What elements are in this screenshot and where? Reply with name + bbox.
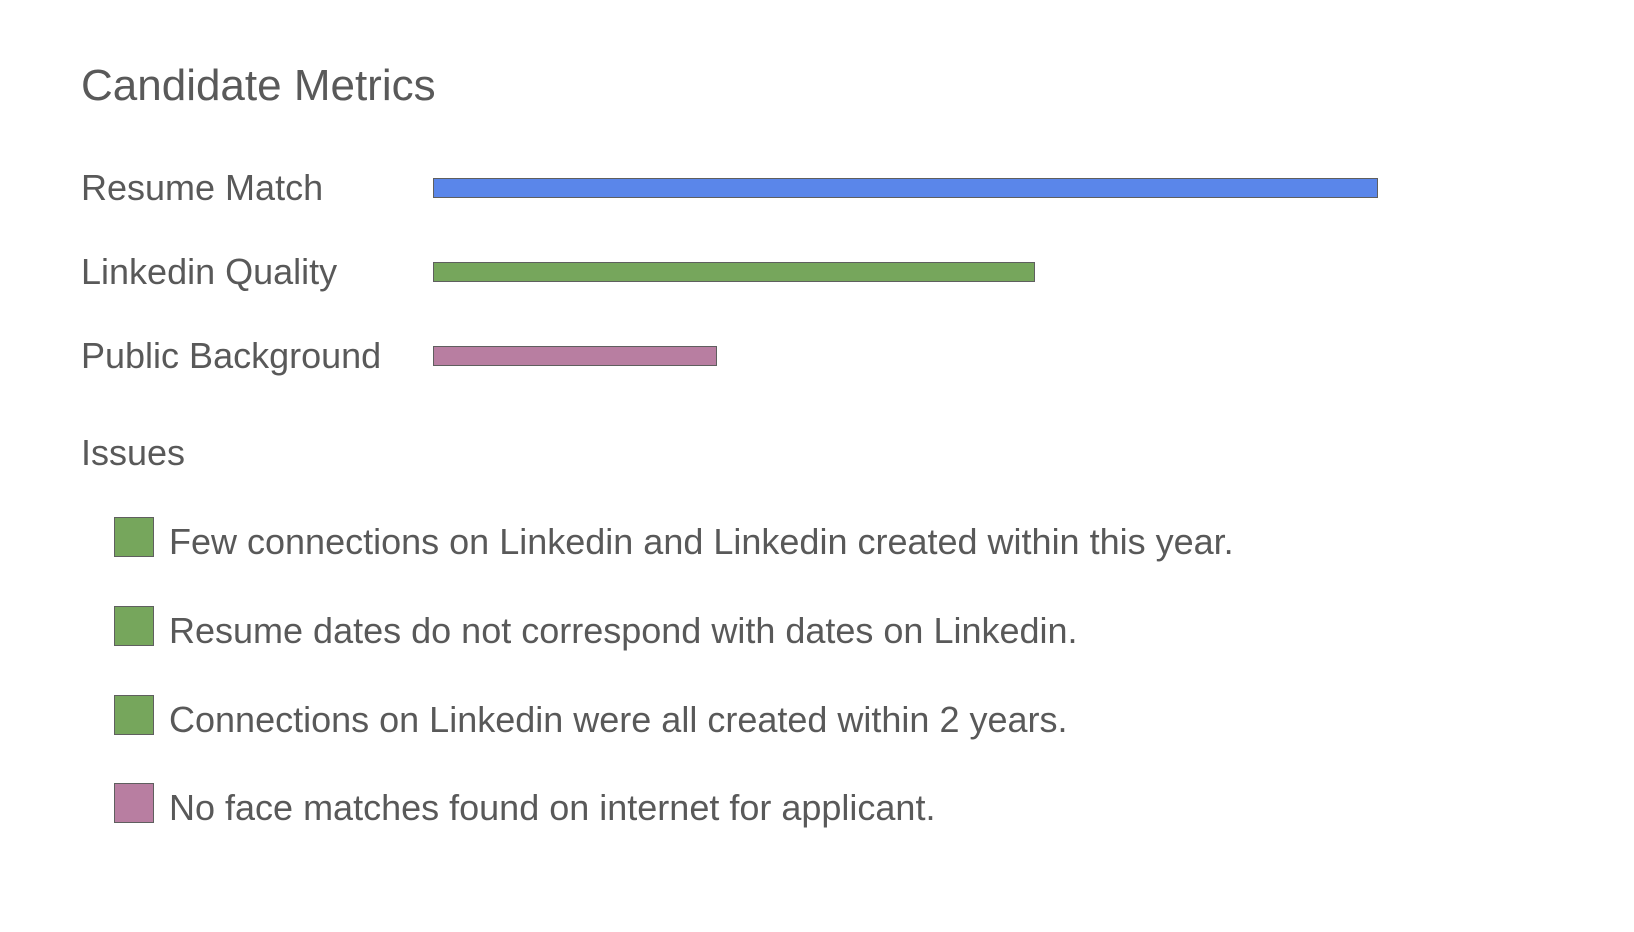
metric-track [433,346,1428,368]
metric-row: Resume Match [0,168,1634,208]
issues-heading: Issues [81,432,186,473]
metric-label: Public Background [81,335,382,376]
metric-bar [433,346,717,366]
issue-text: Connections on Linkedin were all created… [169,699,1068,740]
issue-item: Resume dates do not correspond with date… [114,606,1514,651]
metric-track [433,262,1428,284]
issue-text: Few connections on Linkedin and Linkedin… [169,521,1234,562]
issue-color-swatch [114,783,154,823]
issue-item: Few connections on Linkedin and Linkedin… [114,517,1514,562]
issue-color-swatch [114,606,154,646]
issue-text: Resume dates do not correspond with date… [169,610,1078,651]
issue-item: No face matches found on internet for ap… [114,783,1514,828]
metric-bar [433,178,1378,198]
issue-text: No face matches found on internet for ap… [169,787,936,828]
metric-label: Linkedin Quality [81,251,338,292]
issue-color-swatch [114,517,154,557]
metric-row: Linkedin Quality [0,252,1634,292]
metric-track [433,178,1428,200]
page-title: Candidate Metrics [81,61,436,110]
metric-label: Resume Match [81,167,324,208]
metric-row: Public Background [0,336,1634,376]
issue-item: Connections on Linkedin were all created… [114,695,1514,740]
metric-bar [433,262,1035,282]
issue-color-swatch [114,695,154,735]
